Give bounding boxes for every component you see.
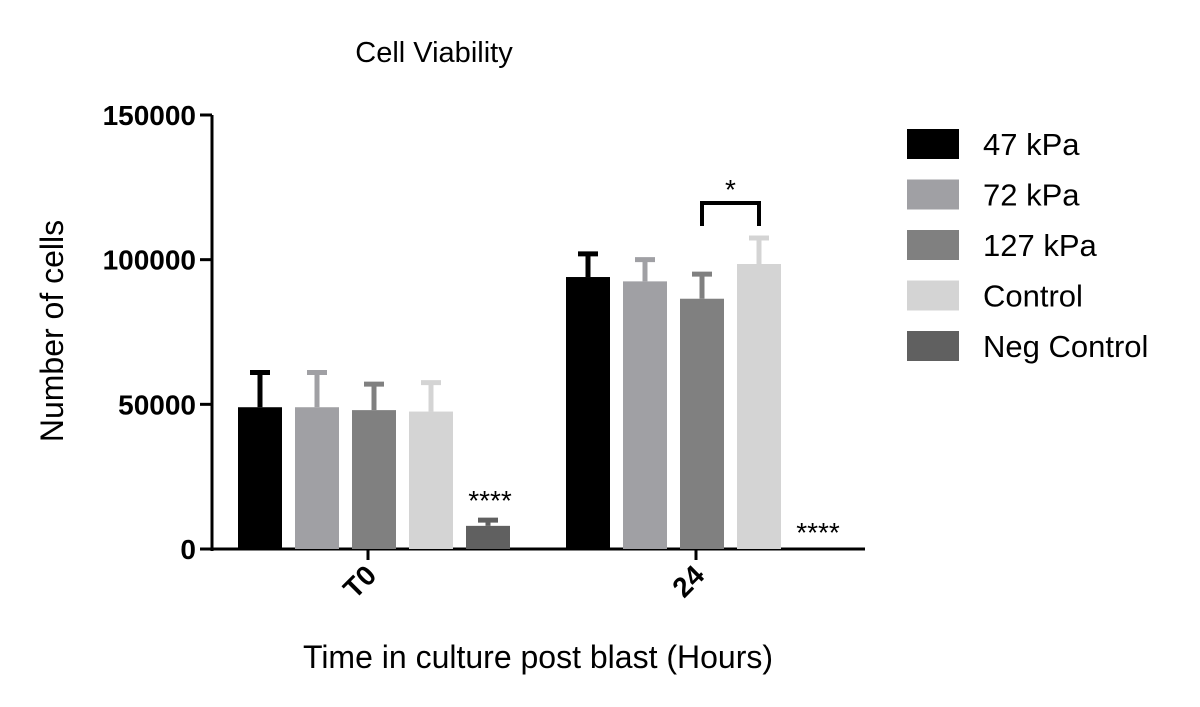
bar-72-kpa-24 — [623, 281, 667, 549]
significance-annotations: ********* — [468, 174, 840, 548]
chart-title: Cell Viability — [355, 37, 513, 69]
legend-label: 127 kPa — [983, 228, 1098, 263]
legend-label: Neg Control — [983, 329, 1148, 364]
legend-label: 47 kPa — [983, 127, 1080, 162]
y-tick-label: 100000 — [103, 245, 196, 276]
legend-swatch — [907, 129, 959, 159]
legend-swatch — [907, 331, 959, 361]
x-tick-label: 24 — [666, 559, 710, 603]
legend-label: 72 kPa — [983, 178, 1080, 213]
legend-swatch — [907, 230, 959, 260]
x-axis-label: Time in culture post blast (Hours) — [303, 639, 773, 675]
y-axis-label: Number of cells — [34, 220, 70, 442]
y-tick-label: 150000 — [103, 100, 196, 131]
significance-label: **** — [796, 517, 840, 548]
x-tick-label: T0 — [337, 559, 382, 604]
error-bars — [250, 235, 769, 526]
x-axis: T0 24 — [211, 547, 865, 604]
legend: 47 kPa 72 kPa 127 kPa Control Neg Control — [907, 127, 1148, 364]
legend-label: Control — [983, 279, 1083, 314]
bar-72-kpa-t0 — [295, 407, 339, 549]
significance-label: * — [725, 174, 736, 205]
bar-127-kpa-t0 — [352, 410, 396, 549]
y-tick-label: 0 — [180, 534, 196, 565]
bar-47-kpa-24 — [566, 277, 610, 549]
bars — [238, 264, 781, 549]
bar-127-kpa-24 — [680, 298, 724, 549]
bar-neg-control-t0 — [466, 525, 510, 549]
y-axis: 0 50000 100000 150000 — [103, 100, 214, 565]
significance-label: **** — [468, 485, 512, 516]
legend-swatch — [907, 179, 959, 210]
y-tick-label: 50000 — [118, 389, 196, 420]
legend-swatch — [907, 280, 959, 311]
significance-bracket — [700, 201, 761, 226]
bar-control-t0 — [409, 411, 453, 549]
bar-control-24 — [737, 264, 781, 549]
bar-47-kpa-t0 — [238, 407, 282, 549]
